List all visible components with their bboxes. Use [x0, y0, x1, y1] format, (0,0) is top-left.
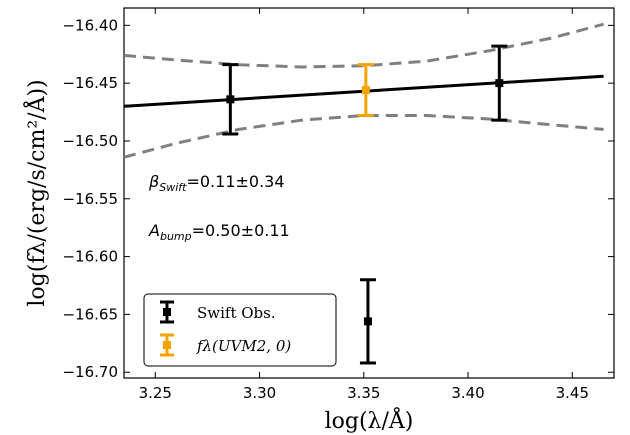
- beta-annotation: βSwift=0.11±0.34: [148, 172, 285, 194]
- abump-annotation: Abump=0.50±0.11: [148, 221, 290, 243]
- y-ticks: −16.40 −16.45 −16.50 −16.55 −16.60 −16.65 −16.…: [62, 16, 614, 381]
- plot-frame: [123, 7, 615, 379]
- point-0-2: [359, 278, 376, 365]
- legend-box: [143, 293, 337, 367]
- y-tick-label: −16.45: [62, 74, 118, 92]
- x-axis-label: log(λ/Å): [325, 406, 414, 434]
- point-0-1: [491, 44, 508, 122]
- beta-subscript: Swift: [159, 181, 187, 194]
- x-tick-label: 3.45: [556, 384, 589, 402]
- y-tick-label: −16.50: [62, 132, 118, 150]
- confidence-band: [123, 22, 604, 159]
- abump-value: =0.50±0.11: [192, 221, 290, 240]
- legend-label-uvm2: fλ(UVM2, 0): [196, 337, 291, 355]
- y-tick-label: −16.60: [62, 248, 118, 266]
- y-tick-label: −16.70: [62, 363, 118, 381]
- legend-marker-uvm2: [160, 333, 174, 357]
- x-tick-label: 3.40: [451, 384, 484, 402]
- y-tick-label: −16.40: [62, 16, 118, 34]
- marker: [361, 86, 370, 95]
- beta-symbol: β: [148, 172, 159, 191]
- y-tick-label: −16.65: [62, 305, 118, 323]
- point-1-0: [357, 63, 374, 118]
- abump-subscript: bump: [160, 230, 192, 243]
- legend-marker-swift: [160, 300, 174, 324]
- marker: [495, 79, 504, 88]
- marker: [363, 317, 372, 326]
- legend-label-swift: Swift Obs.: [197, 304, 276, 322]
- band-upper: [123, 22, 604, 69]
- x-ticks: 3.25 3.30 3.35 3.40 3.45: [139, 8, 589, 402]
- beta-value: =0.11±0.34: [186, 172, 284, 191]
- x-tick-label: 3.25: [139, 384, 172, 402]
- y-tick-label: −16.55: [62, 190, 118, 208]
- x-tick-label: 3.35: [347, 384, 380, 402]
- marker: [226, 95, 235, 104]
- point-0-0: [222, 63, 239, 136]
- legend: Swift Obs. fλ(UVM2, 0): [143, 293, 337, 367]
- y-axis-label: log(fλ/(erg/s/cm²/Å)): [22, 79, 50, 306]
- x-tick-label: 3.30: [243, 384, 276, 402]
- data-points: [222, 44, 508, 365]
- abump-symbol: A: [148, 221, 160, 240]
- band-lower: [123, 114, 604, 159]
